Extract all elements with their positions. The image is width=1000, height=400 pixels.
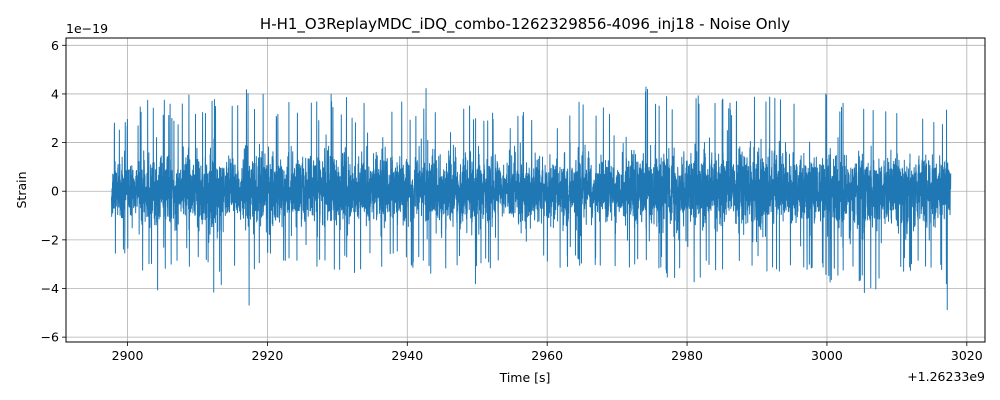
x-tick-label: 2980 xyxy=(671,348,703,363)
x-tick-label: 2940 xyxy=(391,348,423,363)
y-tick-label: −6 xyxy=(41,330,59,345)
y-axis-label: Strain xyxy=(14,171,29,208)
chart-title: H-H1_O3ReplayMDC_iDQ_combo-1262329856-40… xyxy=(260,15,790,34)
y-scale-label: 1e−19 xyxy=(66,21,108,36)
y-tick-label: 4 xyxy=(51,86,59,101)
x-tick-label: 2960 xyxy=(531,348,563,363)
y-tick-label: −2 xyxy=(41,232,59,247)
y-tick-label: 6 xyxy=(51,38,59,53)
y-tick-label: 2 xyxy=(51,135,59,150)
strain-series-line xyxy=(110,86,952,311)
x-axis: 2900 2920 2940 2960 2980 3000 3020 xyxy=(112,342,983,363)
plot-area xyxy=(65,37,986,343)
x-offset-label: +1.26233e9 xyxy=(907,369,985,384)
y-axis: −6 −4 −2 0 2 4 6 xyxy=(41,38,66,345)
x-tick-label: 3020 xyxy=(951,348,983,363)
x-tick-label: 3000 xyxy=(811,348,843,363)
y-tick-label: 0 xyxy=(51,184,59,199)
x-tick-label: 2920 xyxy=(252,348,284,363)
series-layer xyxy=(110,86,952,311)
y-tick-label: −4 xyxy=(41,281,59,296)
x-axis-label: Time [s] xyxy=(499,370,551,385)
x-tick-label: 2900 xyxy=(112,348,144,363)
